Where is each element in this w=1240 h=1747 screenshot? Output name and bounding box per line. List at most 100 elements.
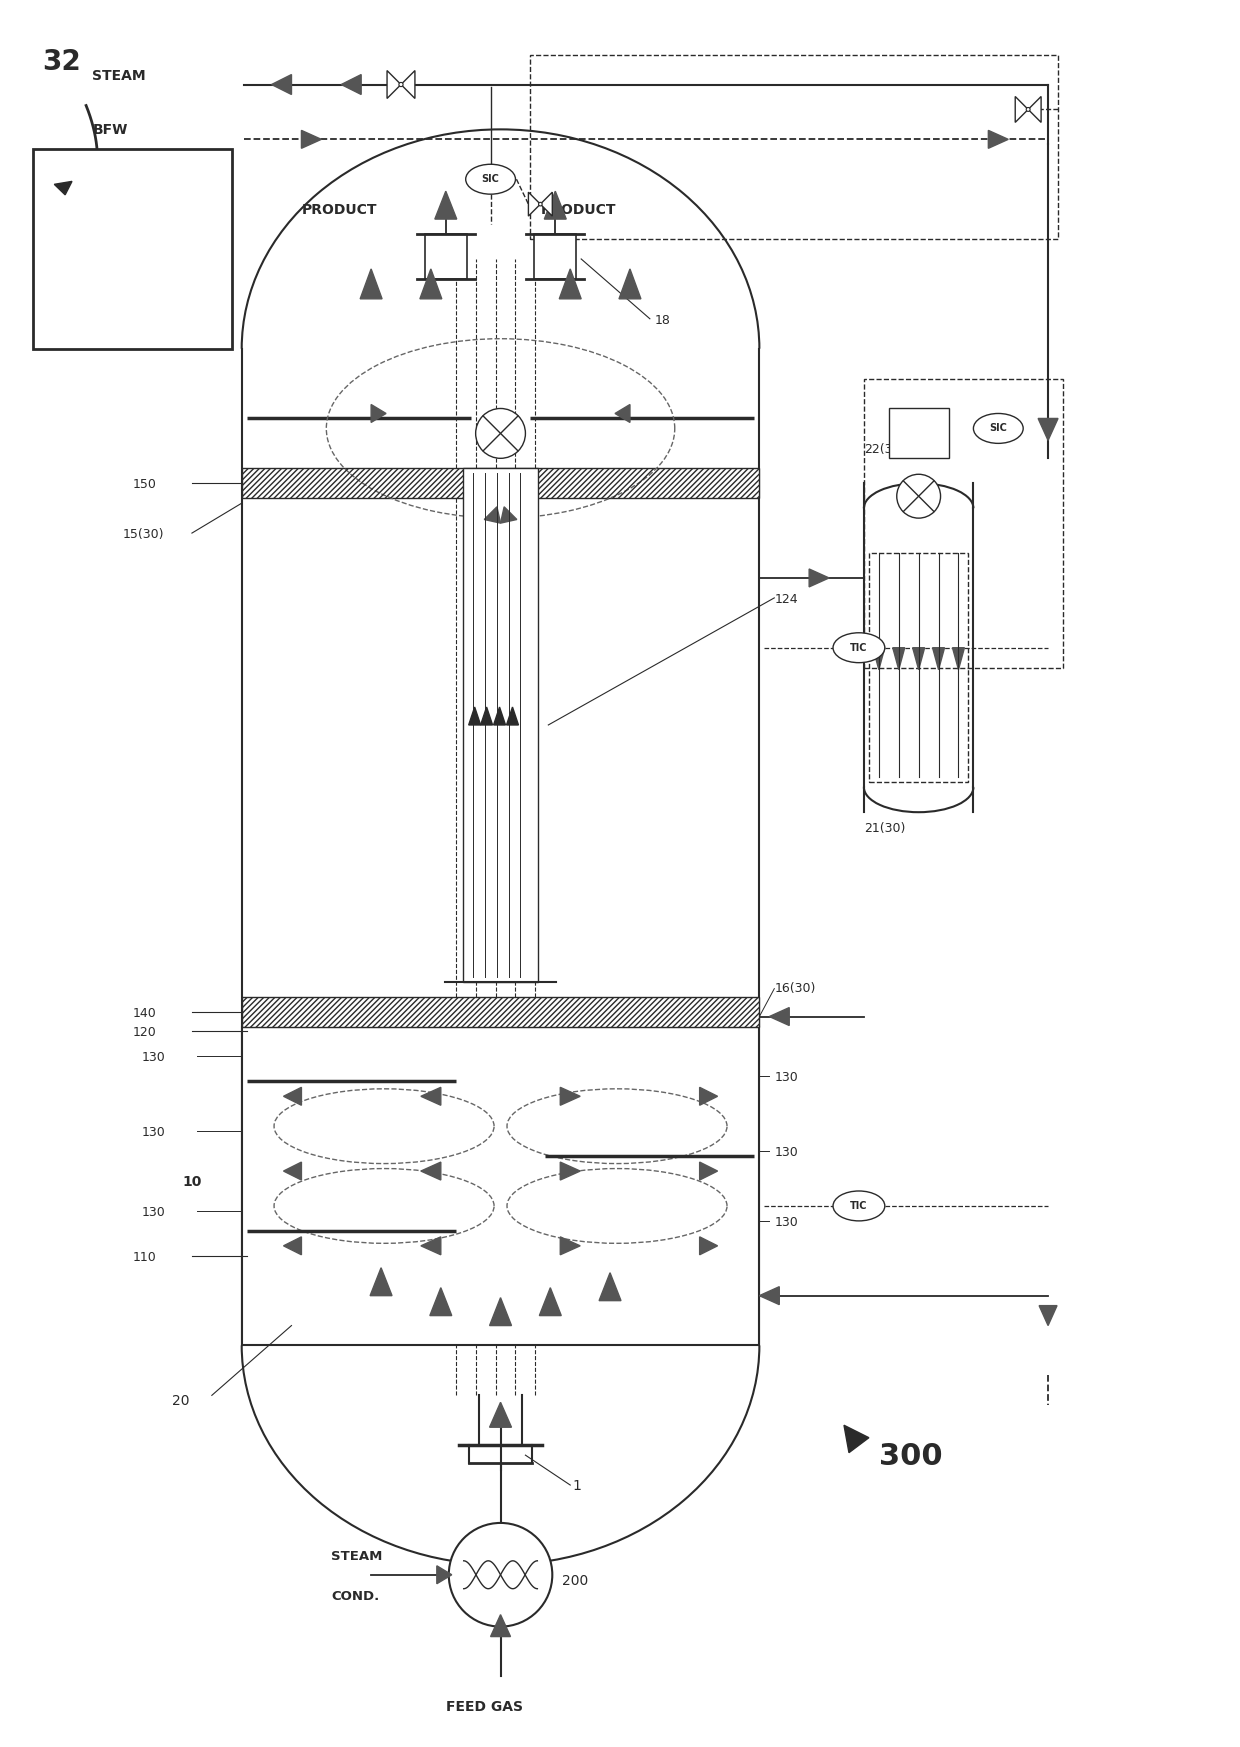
Polygon shape — [491, 1614, 511, 1637]
Polygon shape — [371, 405, 386, 423]
Polygon shape — [1028, 96, 1042, 122]
Polygon shape — [988, 131, 1008, 148]
Polygon shape — [893, 648, 905, 669]
Polygon shape — [360, 269, 382, 299]
Text: 150: 150 — [133, 479, 156, 491]
Text: 130: 130 — [143, 1127, 166, 1139]
Text: 10: 10 — [182, 1176, 201, 1190]
Bar — [242, 1027, 759, 1345]
Text: 21(30): 21(30) — [864, 823, 905, 835]
Polygon shape — [436, 1565, 451, 1585]
Bar — [425, 234, 466, 280]
Text: SIC: SIC — [990, 423, 1007, 433]
Polygon shape — [615, 405, 630, 423]
Text: FEED GAS: FEED GAS — [446, 1700, 523, 1714]
Polygon shape — [420, 1162, 440, 1179]
Polygon shape — [55, 182, 72, 196]
Ellipse shape — [466, 164, 516, 194]
Bar — [889, 409, 949, 458]
Circle shape — [476, 409, 526, 458]
Text: 16(30): 16(30) — [774, 982, 816, 994]
Text: 20: 20 — [172, 1394, 190, 1408]
Text: TIC: TIC — [851, 1200, 868, 1211]
Polygon shape — [844, 1426, 869, 1454]
Polygon shape — [769, 1008, 789, 1025]
Polygon shape — [541, 192, 552, 217]
Circle shape — [399, 82, 403, 87]
Polygon shape — [1039, 1305, 1056, 1326]
Text: 120: 120 — [133, 1027, 156, 1039]
Polygon shape — [873, 648, 885, 669]
Circle shape — [449, 1523, 552, 1626]
Text: 130: 130 — [774, 1071, 799, 1085]
Text: BFW: BFW — [92, 124, 128, 138]
Text: 110: 110 — [133, 1251, 156, 1263]
Text: PRODUCT: PRODUCT — [541, 203, 616, 217]
Polygon shape — [420, 1087, 440, 1106]
Polygon shape — [284, 1237, 301, 1254]
Polygon shape — [699, 1162, 718, 1179]
Text: 130: 130 — [143, 1205, 166, 1219]
Polygon shape — [1038, 419, 1058, 440]
Polygon shape — [559, 269, 582, 299]
Bar — [463, 468, 538, 982]
Text: 130: 130 — [143, 1052, 166, 1064]
Polygon shape — [272, 75, 291, 94]
Text: 22(30): 22(30) — [864, 444, 905, 456]
Ellipse shape — [973, 414, 1023, 444]
Polygon shape — [341, 75, 361, 94]
Polygon shape — [284, 1087, 301, 1106]
Polygon shape — [501, 507, 517, 522]
Bar — [869, 554, 968, 783]
Polygon shape — [490, 1403, 511, 1427]
Ellipse shape — [833, 1191, 885, 1221]
Polygon shape — [301, 131, 321, 148]
Circle shape — [1027, 108, 1030, 112]
Bar — [242, 996, 759, 1027]
Text: 140: 140 — [133, 1006, 156, 1020]
Text: TIC: TIC — [851, 643, 868, 653]
Text: SIC: SIC — [481, 175, 500, 183]
Polygon shape — [370, 1268, 392, 1296]
Polygon shape — [560, 1087, 580, 1106]
Polygon shape — [560, 1162, 580, 1179]
Polygon shape — [469, 708, 481, 725]
Polygon shape — [387, 70, 401, 98]
Text: 130: 130 — [774, 1146, 799, 1158]
Polygon shape — [1016, 96, 1028, 122]
Polygon shape — [420, 269, 441, 299]
Polygon shape — [759, 1288, 779, 1305]
Polygon shape — [420, 1237, 440, 1254]
Polygon shape — [699, 1087, 718, 1106]
Polygon shape — [494, 708, 506, 725]
Polygon shape — [699, 1237, 718, 1254]
Text: COND.: COND. — [331, 1590, 379, 1602]
Text: 124: 124 — [774, 592, 797, 606]
Polygon shape — [810, 570, 830, 587]
Text: 1: 1 — [572, 1480, 582, 1494]
Text: 200: 200 — [562, 1574, 589, 1588]
Bar — [242, 468, 759, 498]
Bar — [531, 54, 1058, 239]
Polygon shape — [932, 648, 945, 669]
Text: 18: 18 — [655, 314, 671, 327]
Text: 130: 130 — [774, 1216, 799, 1228]
Bar — [864, 379, 1063, 667]
Polygon shape — [481, 708, 492, 725]
Polygon shape — [619, 269, 641, 299]
Polygon shape — [401, 70, 415, 98]
Polygon shape — [506, 708, 518, 725]
Bar — [32, 148, 232, 349]
Polygon shape — [485, 507, 501, 522]
Bar — [242, 468, 759, 498]
Polygon shape — [539, 1288, 562, 1315]
Text: STEAM: STEAM — [92, 68, 146, 82]
Polygon shape — [599, 1274, 621, 1300]
Bar — [534, 234, 577, 280]
Polygon shape — [560, 1237, 580, 1254]
Polygon shape — [952, 648, 965, 669]
Ellipse shape — [833, 632, 885, 662]
Circle shape — [538, 203, 542, 206]
Text: PRODUCT: PRODUCT — [301, 203, 377, 217]
Polygon shape — [490, 1298, 511, 1326]
